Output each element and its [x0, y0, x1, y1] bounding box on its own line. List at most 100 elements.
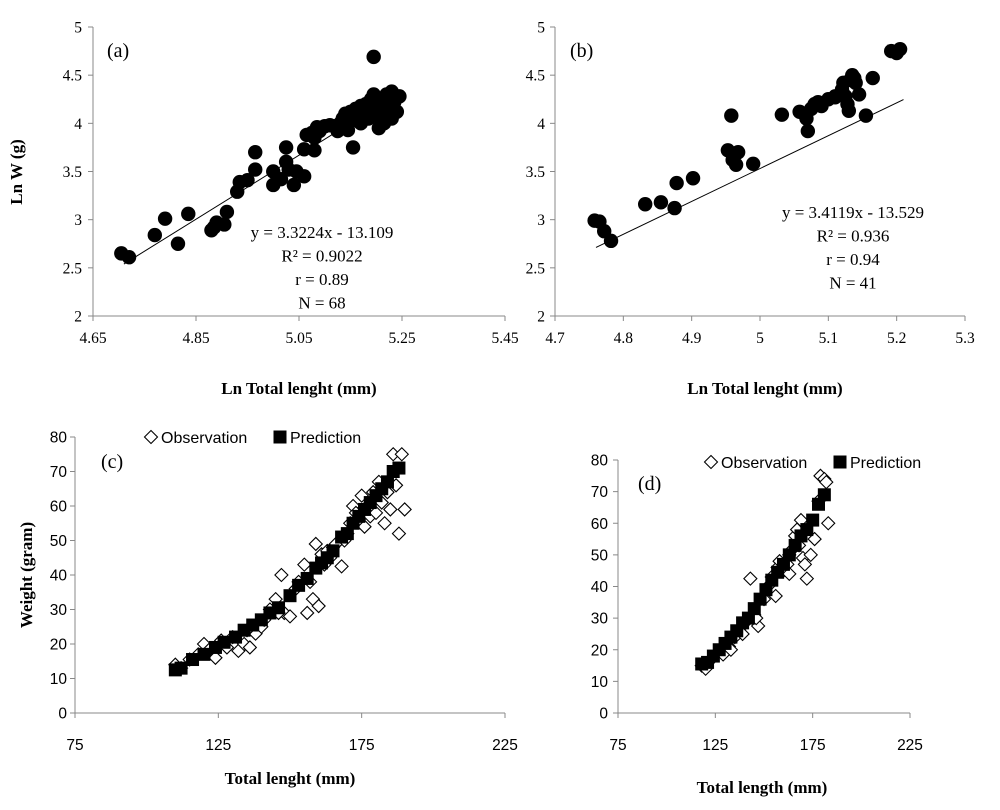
- y-tick-label: 40: [50, 568, 68, 585]
- y-tick-label: 80: [50, 430, 68, 447]
- data-point: [848, 75, 863, 91]
- legend-prediction-label: Prediction: [290, 430, 361, 447]
- data-point: [728, 157, 744, 172]
- y-tick-label: 2: [537, 309, 545, 326]
- data-point: [217, 217, 232, 232]
- data-point: [685, 171, 701, 186]
- y-tick-label: 4.5: [63, 68, 83, 85]
- regression-annotation: R² = 0.936: [817, 227, 890, 246]
- x-tick-label: 4.8: [614, 330, 634, 347]
- y-tick-label: 10: [591, 674, 609, 691]
- panel-label: (a): [107, 40, 129, 62]
- x-tick-label: 5.2: [887, 330, 906, 347]
- chart-panel-3: 75 125 175 225 0 10 20 30 40 50 60 70 80 (c) Total len…: [17, 430, 518, 789]
- x-tick-label: 225: [897, 737, 923, 754]
- data-point: [892, 41, 908, 57]
- data-point: [147, 227, 162, 243]
- data-point: [170, 236, 186, 251]
- data-point: [366, 49, 381, 65]
- data-point: [724, 108, 739, 123]
- y-axis-label: Ln W (g): [7, 139, 26, 205]
- data-point: [121, 250, 137, 265]
- observation-point: [274, 567, 289, 583]
- observation-point: [311, 598, 326, 614]
- y-tick-label: 70: [50, 464, 68, 481]
- observation-point: [383, 502, 398, 517]
- x-tick-label: 175: [349, 737, 375, 754]
- chart-panel-2: 4.7 4.8 4.9 5 5.1 5.2 5.3 2 2.5 3 3.5 4 4.5 5 (b) Ln To…: [526, 20, 975, 399]
- data-point: [345, 140, 361, 155]
- x-tick-label: 4.65: [79, 330, 106, 347]
- prediction-point: [283, 589, 297, 603]
- data-point: [865, 70, 880, 86]
- observation-point: [803, 547, 818, 563]
- x-tick-label: 4.9: [682, 330, 702, 347]
- data-point: [858, 108, 874, 123]
- x-tick-label: 4.7: [545, 330, 565, 347]
- y-tick-label: 4: [74, 116, 82, 133]
- y-tick-label: 50: [591, 547, 609, 564]
- data-point: [653, 195, 669, 210]
- y-tick-label: 60: [50, 499, 68, 516]
- observation-point: [282, 609, 298, 624]
- observation-point: [368, 505, 384, 521]
- prediction-point: [817, 488, 831, 502]
- regression-annotation: y = 3.4119x - 13.529: [782, 203, 924, 222]
- panel-label: (d): [638, 473, 661, 495]
- x-tick-label: 5.05: [285, 330, 312, 347]
- data-point: [730, 145, 746, 160]
- x-axis-label: Total lenght (mm): [225, 769, 356, 788]
- observation-point: [799, 571, 815, 586]
- chart-panel-1: 4.65 4.85 5.05 5.25 5.45 2 2.5 3 3.5 4 4.5 5 (a) Ln T…: [7, 20, 519, 399]
- regression-annotation: y = 3.3224x - 13.109: [251, 223, 394, 242]
- y-tick-label: 0: [599, 706, 608, 723]
- data-point: [745, 156, 761, 171]
- y-tick-label: 2.5: [63, 260, 83, 277]
- observation-point: [208, 650, 223, 666]
- x-tick-label: 5.25: [388, 330, 415, 347]
- prediction-point: [217, 635, 231, 649]
- x-tick-label: 5.1: [819, 330, 838, 347]
- data-point: [841, 103, 857, 119]
- x-axis-label: Ln Total lenght (mm): [221, 379, 376, 398]
- data-point: [603, 233, 619, 249]
- y-tick-label: 80: [591, 453, 609, 470]
- prediction-point: [326, 544, 340, 558]
- observation-point: [299, 605, 315, 621]
- data-point: [181, 206, 196, 222]
- legend-observation-marker: [143, 429, 159, 445]
- prediction-point: [806, 513, 820, 527]
- y-tick-label: 70: [591, 484, 609, 501]
- x-tick-label: 175: [800, 737, 826, 754]
- y-tick-label: 3: [537, 212, 545, 229]
- observation-point: [242, 640, 258, 655]
- chart-panel-4: 75 125 175 225 0 10 20 30 40 50 60 70 80 (d) Total len…: [591, 453, 923, 798]
- y-axis-label: Weight (gram): [17, 522, 36, 628]
- observation-point: [394, 446, 410, 462]
- y-tick-label: 20: [591, 642, 609, 659]
- legend-observation-marker: [703, 454, 719, 470]
- x-axis-label: Total length (mm): [697, 778, 828, 797]
- data-point: [800, 123, 816, 139]
- observation-point: [397, 502, 412, 517]
- y-tick-label: 0: [58, 706, 67, 723]
- regression-annotation: r = 0.94: [826, 250, 880, 269]
- observation-point: [743, 571, 758, 586]
- trendline: [595, 99, 904, 248]
- data-point: [827, 90, 843, 105]
- legend-observation-label: Observation: [721, 455, 807, 472]
- legend-prediction-marker: [833, 455, 847, 469]
- x-tick-label: 5.3: [955, 330, 975, 347]
- prediction-point: [186, 653, 200, 667]
- data-point: [389, 104, 405, 119]
- observation-point: [820, 515, 836, 531]
- y-tick-label: 50: [50, 533, 68, 550]
- y-tick-label: 30: [50, 602, 68, 619]
- regression-annotation: N = 41: [829, 274, 876, 293]
- observation-point: [377, 515, 392, 531]
- prediction-point: [340, 527, 354, 541]
- y-tick-label: 2: [74, 309, 82, 326]
- x-tick-label: 4.85: [182, 330, 209, 347]
- y-tick-label: 5: [74, 20, 82, 37]
